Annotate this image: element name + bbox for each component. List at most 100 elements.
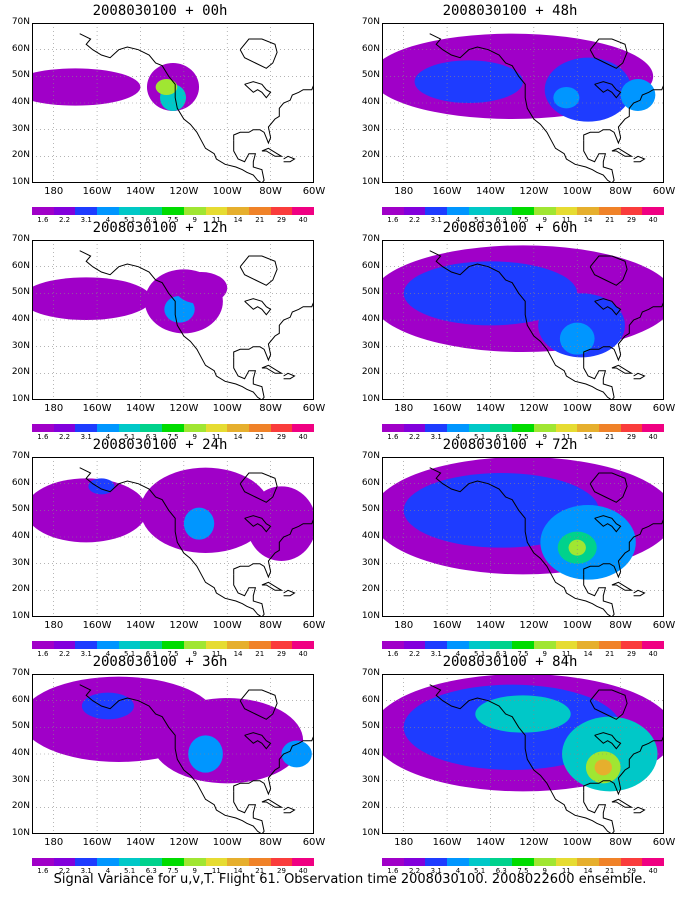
variance-region [155,79,178,95]
lon-tick-label: 180 [394,186,414,197]
coastline [233,301,314,362]
gridlines [32,457,314,617]
map-panel: 2008030100 + 36h 70N 60N 50N 40N 30N 20N 10N 180… [0,654,326,877]
colorbar-labels: 1.6 2.2 3.1 4 5.1 6.3 7.5 9 11 14 21 29 40 [32,433,314,443]
lat-tick-label: 40N [11,97,30,107]
lon-tick-label: 140W [475,186,505,197]
variance-map [382,23,664,183]
lat-tick-label: 30N [11,774,30,785]
colorbar-label: 3.1 [80,433,92,441]
lon-tick-label: 80W [609,837,632,848]
lat-tick-label: 30N [11,557,30,568]
lat-tick-label: 40N [11,748,30,758]
colorbar-swatch [403,424,426,432]
coastline [583,791,615,834]
colorbar-label: 4 [455,867,461,875]
colorbar-swatch [118,858,141,866]
lon-tick-label: 100W [562,186,592,197]
panel-title: 2008030100 + 12h [92,220,228,236]
colorbar-swatch [53,641,76,649]
coastline [633,155,646,163]
colorbar-swatch [598,858,621,866]
map-panel: 2008030100 + 24h 70N 60N 50N 40N 30N 20N 10N 180… [0,437,326,658]
lon-tick-label: 140W [475,403,505,414]
lat-tick-label: 10N [361,828,380,838]
variance-region [553,87,580,109]
coastline [261,798,284,808]
lon-tick-label: 120W [519,403,549,414]
map-panel: 2008030100 + 84h 70N 60N 50N 40N 30N 20N 10N 180… [350,654,676,877]
colorbar-label: 6.3 [495,650,507,658]
panel-title: 2008030100 + 84h [442,654,578,670]
colorbar-swatch [382,424,404,432]
coastline [611,581,634,591]
coastline [589,472,628,503]
colorbar-label: 14 [233,867,243,875]
colorbar-label: 14 [233,433,243,441]
colorbar-labels: 1.6 2.2 3.1 4 5.1 6.3 7.5 9 11 14 21 29 40 [382,867,664,877]
lon-tick-label: 80W [259,403,282,414]
gridlines [32,23,314,183]
lon-tick-label: 160W [82,186,112,197]
colorbar-swatch [183,858,206,866]
colorbar-swatch [447,207,469,215]
variance-region [246,486,314,561]
colorbar-label: 7.5 [517,216,529,224]
map-frame [32,674,314,834]
coastline [233,791,265,834]
coastline [594,732,622,750]
colorbar-label: 29 [626,433,636,441]
colorbar [32,424,314,432]
lat-tick-label: 70N [361,234,380,244]
colorbar-label: 7.5 [167,216,179,224]
colorbar-swatch [227,858,249,866]
colorbar-swatch [32,641,54,649]
lat-tick-label: 20N [11,367,30,378]
panel-title: 2008030100 + 24h [92,437,228,453]
colorbar-label: 11 [561,650,571,658]
variance-region [475,695,571,733]
coastline [283,589,296,597]
colorbar-swatch [227,207,249,215]
colorbar-label: 14 [583,216,593,224]
lon-tick-label: 140W [475,837,505,848]
coastline [283,155,296,163]
colorbar-label: 6.3 [145,433,157,441]
lon-tick-label: 180 [44,620,64,631]
map-frame [382,240,664,400]
colorbar-label: 3.1 [430,867,442,875]
colorbar-swatch [512,858,534,866]
colorbar-label: 40 [298,867,308,875]
coastline [244,515,272,533]
colorbar-label: 1.6 [387,216,399,224]
colorbar-label: 2.2 [58,867,71,875]
colorbar-swatch [425,424,448,432]
lon-tick-label: 180 [394,837,414,848]
lat-tick-label: 60N [11,260,30,271]
colorbar-label: 40 [298,216,308,224]
colorbar-label: 3.1 [80,216,92,224]
lat-tick-label: 10N [11,394,30,404]
variance-region [151,698,304,784]
colorbar-label: 21 [255,650,265,658]
colorbar [32,641,314,649]
colorbar-swatch [620,641,643,649]
colorbar-label: 11 [561,216,571,224]
panel-title: 2008030100 + 48h [442,3,578,19]
lat-tick-label: 50N [361,287,380,298]
lat-tick-label: 40N [361,748,380,758]
colorbar-swatch [140,207,163,215]
colorbar-label: 14 [583,867,593,875]
coastline [583,301,664,362]
colorbar-label: 2.2 [408,216,421,224]
variance-map [382,674,664,834]
variance-region [183,507,215,540]
lon-tick-label: 120W [519,186,549,197]
coastline [633,589,646,597]
coastline [233,140,265,183]
colorbar-swatch [512,207,534,215]
colorbar-label: 29 [626,650,636,658]
colorbar-label: 21 [255,216,265,224]
lon-tick-label: 80W [609,620,632,631]
colorbar-labels: 1.6 2.2 3.1 4 5.1 6.3 7.5 9 11 14 21 29 40 [32,867,314,877]
